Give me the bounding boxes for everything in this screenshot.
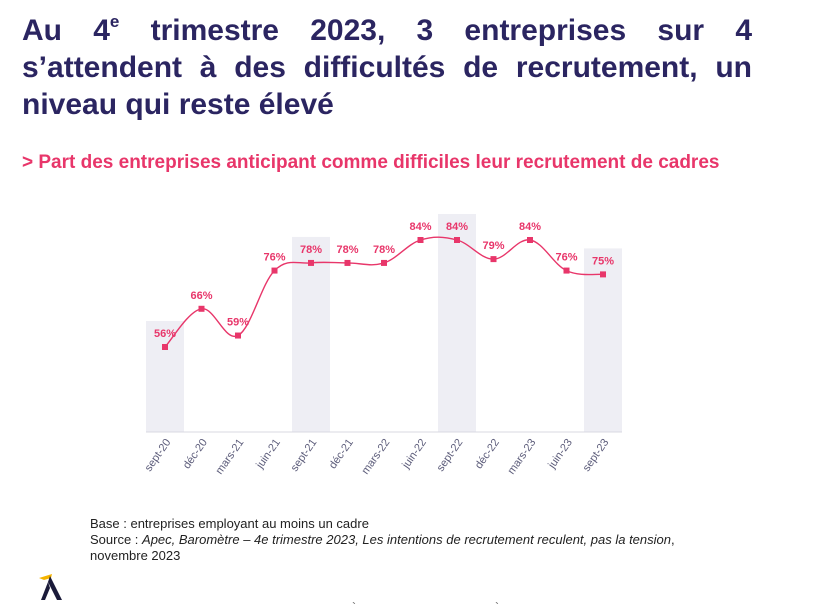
data-point [417,237,424,243]
source-note: Source : Apec, Baromètre – 4e trimestre … [90,532,675,563]
data-label: 84% [446,221,468,233]
x-tick-label: sept-20 [143,437,174,474]
data-label: 78% [373,244,395,256]
data-point [454,237,460,243]
data-point [563,267,570,274]
highlight-column [438,214,476,432]
data-point [600,271,606,278]
x-tick-label: sept-21 [289,437,320,474]
data-point [162,344,168,350]
data-label: 84% [519,221,541,233]
data-point [271,267,278,274]
data-label: 78% [336,244,358,256]
x-tick-label: juin-21 [254,437,283,472]
x-tick-label: juin-23 [546,437,575,472]
x-tick-label: mars-22 [359,437,392,477]
highlight-column [146,321,184,432]
x-tick-label: mars-21 [213,437,246,477]
data-label: 59% [227,317,249,329]
cut-text-fragment: ` [352,600,356,614]
data-point [490,256,497,263]
data-label: 76% [263,252,285,264]
x-tick-label: mars-23 [505,437,538,477]
chart-subtitle: > Part des entreprises anticipant comme … [22,152,720,173]
highlight-column [292,236,330,432]
data-point [381,259,387,266]
data-point [198,305,205,312]
base-note: Base : entreprises employant au moins un… [90,516,369,531]
x-tick-label: déc-20 [181,437,210,471]
data-point [308,259,314,266]
cut-text-fragment: ` [495,600,499,614]
x-tick-label: déc-22 [473,437,502,471]
data-label: 56% [154,328,176,340]
data-point [527,237,533,243]
data-label: 75% [592,255,614,267]
data-label: 78% [300,244,322,256]
x-tick-label: sept-23 [581,437,612,474]
apec-logo-icon [39,574,62,600]
line-chart: 56% sept-20 66% déc-20 59% mars-21 76% juin-21 7… [143,214,622,477]
data-point [344,259,351,266]
data-label: 66% [190,290,212,302]
data-label: 79% [482,240,504,252]
x-tick-label: déc-21 [327,437,356,471]
data-point [235,332,241,339]
data-label: 76% [555,252,577,264]
x-tick-label: juin-22 [400,437,429,472]
data-label: 84% [409,221,431,233]
highlight-column [584,248,622,432]
x-tick-label: sept-22 [435,437,466,474]
page-title: Au 4e trimestre 2023, 3 entreprises sur … [22,12,752,121]
chart-notes: Base : entreprises employant au moins un… [90,516,730,564]
